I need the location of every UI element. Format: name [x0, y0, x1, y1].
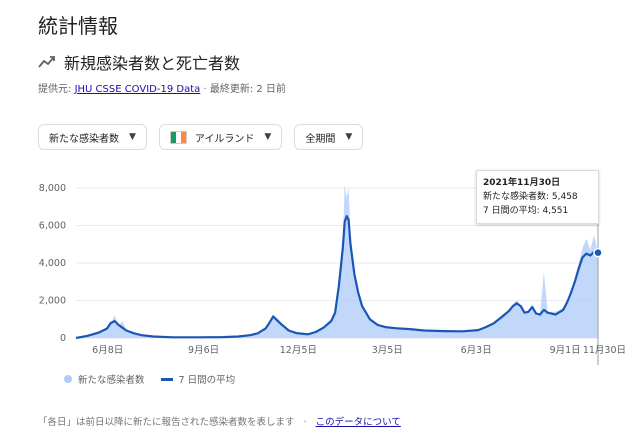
country-dropdown-label: アイルランド [194, 133, 255, 145]
legend-daily-swatch [64, 375, 72, 383]
flag-stripe-green [170, 131, 176, 143]
page-title: 統計情報 [38, 14, 118, 38]
chart-tooltip: 2021年11月30日 新たな感染者数: 5,458 7 日間の平均: 4,55… [476, 170, 599, 224]
ireland-flag-icon [169, 130, 187, 144]
chevron-down-icon: ▼ [345, 132, 353, 142]
daily-cases-area [76, 184, 598, 338]
y-tick-label: 0 [60, 333, 66, 344]
chart-legend: 新たな感染者数 7 日間の平均 [64, 372, 235, 386]
x-tick-label: 3月5日 [372, 345, 403, 356]
legend-daily-label: 新たな感染者数 [78, 375, 145, 386]
legend-average-swatch [160, 377, 173, 381]
chevron-down-icon: ▼ [129, 132, 136, 142]
about-data-link[interactable]: このデータについて [315, 417, 401, 428]
chevron-down-icon: ▼ [264, 132, 272, 142]
footer-note: 「各日」は前日以降に新たに報告された感染者数を表します [38, 417, 295, 428]
source-line: 提供元: JHU CSSE COVID-19 Data · 最終更新: 2 日前 [38, 80, 286, 95]
tooltip-new-cases: 新たな感染者数: 5,458 [483, 192, 578, 202]
y-tick-label: 4,000 [39, 258, 66, 269]
cases-chart[interactable]: 0 2,000 4,000 6,000 8,000 6月8日 9月6日 12月5日 3月5日 6月… [0, 160, 640, 365]
legend-average-label: 7 日間の平均 [178, 375, 236, 386]
x-tick-label: 9月1日 [550, 345, 581, 356]
y-tick-label: 2,000 [39, 296, 66, 307]
x-tick-label: 6月8日 [92, 345, 123, 356]
footer: 「各日」は前日以降に新たに報告された感染者数を表します · このデータについて [38, 414, 401, 428]
trending-up-icon [38, 56, 55, 68]
section-header: 新規感染者数と死亡者数 [38, 50, 240, 74]
seven-day-average-line [75, 215, 599, 340]
flag-stripe-white [175, 131, 181, 143]
country-dropdown[interactable]: アイルランド ▼ [158, 124, 283, 150]
x-tick-label: 9月6日 [188, 345, 219, 356]
period-dropdown[interactable]: 全期間 ▼ [294, 124, 364, 150]
hover-marker [593, 247, 603, 258]
filter-bar: 新たな感染者数 ▼ アイルランド ▼ 全期間 ▼ [38, 124, 364, 150]
tooltip-date: 2021年11月30日 [483, 178, 561, 188]
metric-dropdown[interactable]: 新たな感染者数 ▼ [38, 124, 147, 150]
y-tick-label: 8,000 [39, 183, 66, 194]
section-title: 新規感染者数と死亡者数 [64, 54, 241, 73]
flag-stripe-orange [180, 131, 186, 143]
footer-separator: · [303, 417, 307, 428]
x-tick-label: 11月30日 [583, 345, 626, 356]
metric-dropdown-label: 新たな感染者数 [49, 133, 119, 145]
y-tick-label: 6,000 [39, 221, 66, 232]
last-updated: 最終更新: 2 日前 [209, 84, 286, 95]
provider-label: 提供元: [38, 84, 72, 95]
provider-link[interactable]: JHU CSSE COVID-19 Data [74, 84, 201, 95]
source-separator: · [203, 84, 207, 95]
x-tick-label: 12月5日 [280, 345, 317, 356]
tooltip-average: 7 日間の平均: 4,551 [483, 206, 569, 216]
x-tick-label: 6月3日 [461, 345, 492, 356]
period-dropdown-label: 全期間 [305, 133, 336, 145]
